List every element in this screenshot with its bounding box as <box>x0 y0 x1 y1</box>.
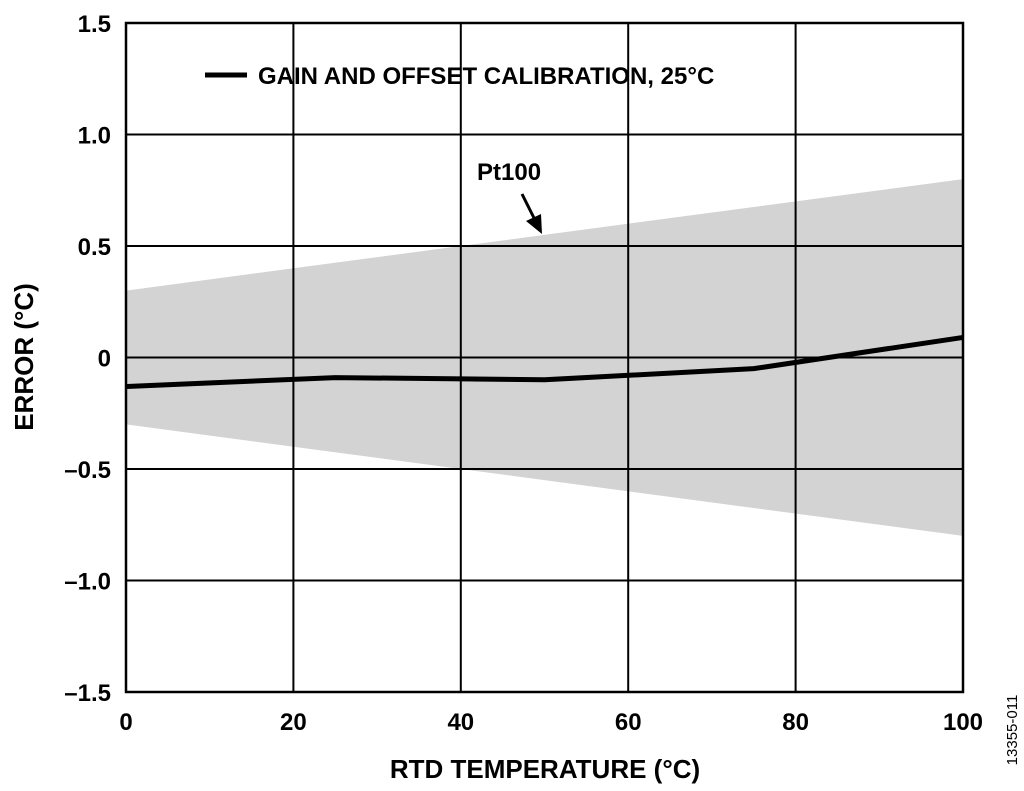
figure-id: 13355-011 <box>1004 695 1021 766</box>
y-tick-label-0: 1.5 <box>78 11 111 38</box>
y-tick-label-1: 1.0 <box>78 123 111 150</box>
y-tick-label-5: –1.0 <box>64 569 111 596</box>
y-tick-label-4: –0.5 <box>64 457 111 484</box>
x-tick-label-4: 80 <box>782 709 809 736</box>
pt100-annotation: Pt100 <box>477 159 542 234</box>
x-axis-title: RTD TEMPERATURE (°C) <box>390 754 700 784</box>
annotation-arrow-shaft <box>520 193 536 219</box>
y-tick-label-6: –1.5 <box>64 680 111 707</box>
annotation-label: Pt100 <box>477 159 541 186</box>
x-tick-label-3: 60 <box>615 709 642 736</box>
series-line-0 <box>125 334 964 389</box>
annotation-arrow-head <box>526 214 542 234</box>
legend: GAIN AND OFFSET CALIBRATION, 25°C <box>205 63 714 90</box>
series-layer <box>125 334 964 389</box>
x-tick-label-0: 0 <box>119 709 132 736</box>
y-tick-labels: 1.5 1.0 0.5 0 –0.5 –1.0 –1.5 <box>64 11 111 707</box>
y-tick-label-3: 0 <box>98 346 111 373</box>
plot-frame-layer <box>124 21 965 694</box>
y-axis-title: ERROR (°C) <box>9 283 39 431</box>
legend-label: GAIN AND OFFSET CALIBRATION, 25°C <box>258 63 714 90</box>
y-tick-label-2: 0.5 <box>78 234 111 261</box>
x-tick-labels: 0 20 40 60 80 100 <box>119 709 983 736</box>
x-tick-label-1: 20 <box>280 709 307 736</box>
x-tick-label-5: 100 <box>943 709 983 736</box>
plot-frame <box>124 21 965 694</box>
x-tick-label-2: 40 <box>447 709 474 736</box>
